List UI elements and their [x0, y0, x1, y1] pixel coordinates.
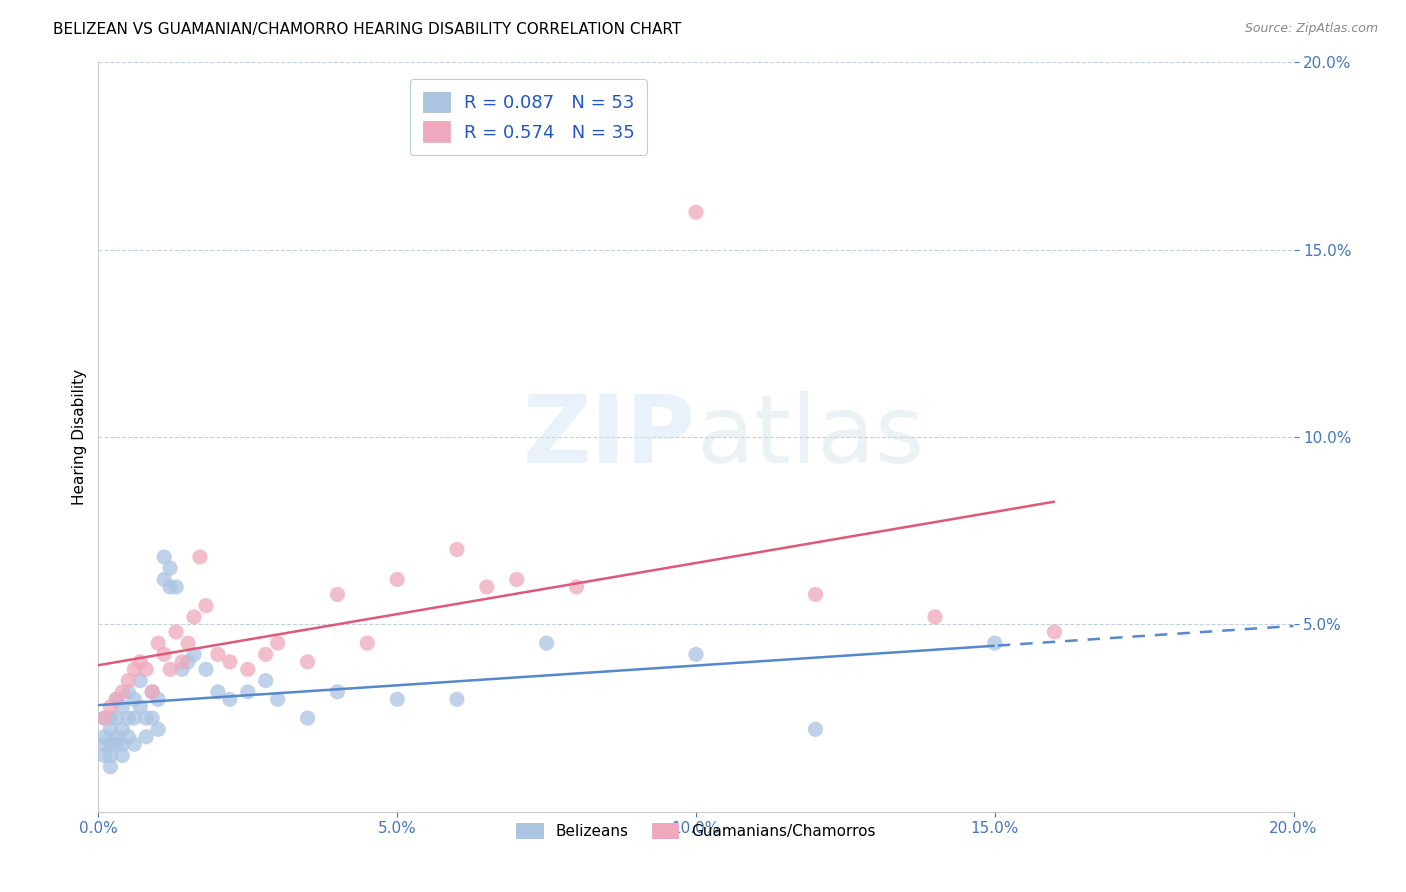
Point: [254, 673, 277, 688]
Point: [111, 748, 134, 763]
Point: [105, 711, 128, 725]
Point: [536, 636, 558, 650]
Point: [165, 624, 187, 639]
Text: atlas: atlas: [696, 391, 924, 483]
Point: [117, 711, 139, 725]
Point: [141, 685, 163, 699]
Point: [207, 648, 229, 662]
Point: [124, 737, 146, 751]
Point: [153, 573, 176, 587]
Point: [188, 549, 211, 564]
Point: [195, 662, 218, 676]
Point: [141, 711, 163, 725]
Point: [267, 692, 290, 706]
Point: [153, 648, 176, 662]
Point: [124, 692, 146, 706]
Point: [183, 648, 205, 662]
Point: [93, 737, 115, 751]
Point: [159, 580, 181, 594]
Point: [183, 610, 205, 624]
Point: [135, 730, 157, 744]
Point: [153, 549, 176, 564]
Point: [105, 737, 128, 751]
Point: [93, 730, 115, 744]
Point: [267, 636, 290, 650]
Point: [506, 573, 529, 587]
Point: [297, 711, 319, 725]
Point: [98, 748, 122, 763]
Point: [984, 636, 1007, 650]
Point: [195, 599, 218, 613]
Point: [124, 662, 146, 676]
Point: [111, 737, 134, 751]
Point: [98, 711, 122, 725]
Point: [148, 692, 170, 706]
Point: [111, 685, 134, 699]
Point: [117, 685, 139, 699]
Point: [141, 685, 163, 699]
Point: [129, 673, 152, 688]
Point: [685, 648, 707, 662]
Point: [111, 699, 134, 714]
Text: BELIZEAN VS GUAMANIAN/CHAMORRO HEARING DISABILITY CORRELATION CHART: BELIZEAN VS GUAMANIAN/CHAMORRO HEARING D…: [53, 22, 682, 37]
Point: [124, 711, 146, 725]
Point: [254, 648, 277, 662]
Point: [129, 699, 152, 714]
Y-axis label: Hearing Disability: Hearing Disability: [72, 369, 87, 505]
Point: [475, 580, 498, 594]
Point: [98, 760, 122, 774]
Point: [385, 692, 409, 706]
Point: [159, 662, 181, 676]
Point: [98, 737, 122, 751]
Point: [135, 662, 157, 676]
Point: [93, 711, 115, 725]
Legend: Belizeans, Guamanians/Chamorros: Belizeans, Guamanians/Chamorros: [510, 817, 882, 846]
Point: [177, 655, 200, 669]
Point: [236, 662, 259, 676]
Point: [685, 205, 707, 219]
Point: [98, 699, 122, 714]
Point: [356, 636, 378, 650]
Point: [117, 673, 139, 688]
Point: [1043, 624, 1066, 639]
Point: [446, 542, 468, 557]
Point: [148, 723, 170, 737]
Point: [93, 748, 115, 763]
Point: [172, 662, 194, 676]
Point: [129, 655, 152, 669]
Point: [236, 685, 259, 699]
Point: [924, 610, 946, 624]
Point: [177, 636, 200, 650]
Point: [565, 580, 588, 594]
Point: [219, 692, 242, 706]
Point: [207, 685, 229, 699]
Point: [326, 587, 349, 601]
Point: [804, 587, 827, 601]
Point: [105, 692, 128, 706]
Point: [165, 580, 187, 594]
Point: [117, 730, 139, 744]
Point: [105, 692, 128, 706]
Point: [98, 723, 122, 737]
Point: [326, 685, 349, 699]
Point: [148, 636, 170, 650]
Point: [105, 730, 128, 744]
Point: [135, 711, 157, 725]
Point: [297, 655, 319, 669]
Point: [446, 692, 468, 706]
Point: [219, 655, 242, 669]
Text: ZIP: ZIP: [523, 391, 696, 483]
Point: [111, 723, 134, 737]
Text: Source: ZipAtlas.com: Source: ZipAtlas.com: [1244, 22, 1378, 36]
Point: [172, 655, 194, 669]
Point: [804, 723, 827, 737]
Point: [385, 573, 409, 587]
Point: [93, 711, 115, 725]
Point: [159, 561, 181, 575]
